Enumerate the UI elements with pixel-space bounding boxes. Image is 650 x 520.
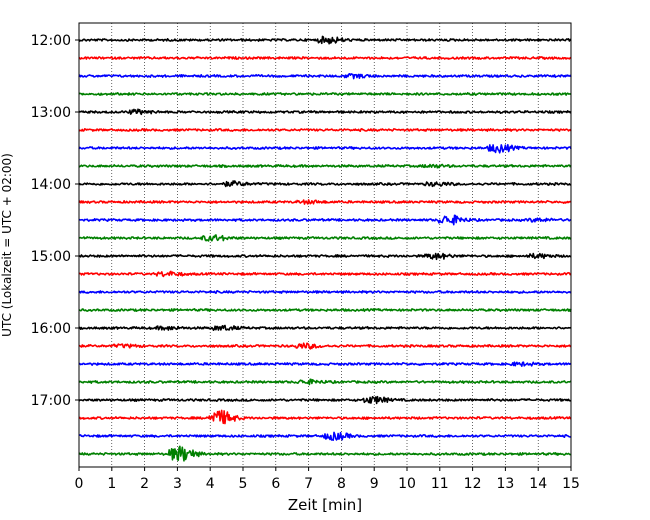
trace-1430 bbox=[78, 214, 572, 226]
x-tick-label: 8 bbox=[337, 476, 346, 492]
x-tick-label: 0 bbox=[75, 476, 84, 492]
trace-1300 bbox=[78, 108, 572, 116]
trace-1645 bbox=[78, 378, 572, 386]
trace-1500 bbox=[78, 252, 572, 261]
trace-1315 bbox=[78, 128, 572, 132]
x-axis: 0 1 2 3 4 5 6 7 8 9 10 11 12 13 14 15 bbox=[75, 467, 580, 492]
trace-1415 bbox=[78, 199, 572, 205]
trace-1200 bbox=[78, 35, 572, 45]
trace-1515 bbox=[78, 270, 572, 278]
x-tick-label: 9 bbox=[370, 476, 379, 492]
x-tick-label: 13 bbox=[496, 476, 514, 492]
trace-1245 bbox=[78, 91, 572, 96]
x-tick-label: 1 bbox=[107, 476, 116, 492]
trace-1730 bbox=[78, 431, 572, 441]
trace-1445 bbox=[78, 234, 572, 242]
trace-1600 bbox=[78, 324, 572, 331]
x-tick-label: 4 bbox=[206, 476, 215, 492]
x-tick-label: 2 bbox=[140, 476, 149, 492]
trace-1545 bbox=[78, 308, 572, 313]
trace-1345 bbox=[78, 163, 572, 169]
trace-1745 bbox=[78, 445, 572, 462]
y-tick-label: 13:00 bbox=[31, 105, 71, 121]
y-tick-label: 17:00 bbox=[31, 393, 71, 409]
trace-1215 bbox=[78, 55, 572, 61]
plot-frame bbox=[78, 22, 572, 468]
x-tick-label: 12 bbox=[464, 476, 482, 492]
trace-1615 bbox=[78, 342, 572, 350]
x-tick-label: 15 bbox=[562, 476, 580, 492]
x-tick-label: 11 bbox=[431, 476, 449, 492]
trace-1530 bbox=[78, 290, 572, 295]
y-tick-label: 16:00 bbox=[31, 321, 71, 337]
y-tick-label: 15:00 bbox=[31, 249, 71, 265]
trace-1400 bbox=[78, 180, 572, 188]
x-tick-label: 14 bbox=[529, 476, 547, 492]
x-tick-label: 10 bbox=[398, 476, 416, 492]
x-tick-label: 7 bbox=[304, 476, 313, 492]
trace-1630 bbox=[78, 361, 572, 367]
x-axis-label: Zeit [min] bbox=[288, 496, 362, 514]
x-tick-label: 5 bbox=[239, 476, 248, 492]
y-axis: 12:00 13:00 14:00 15:00 16:00 17:00 bbox=[31, 33, 79, 409]
y-tick-label: 14:00 bbox=[31, 177, 71, 193]
traces bbox=[78, 35, 572, 462]
x-tick-label: 6 bbox=[271, 476, 280, 492]
grid bbox=[111, 23, 539, 467]
x-tick-label: 3 bbox=[173, 476, 182, 492]
trace-1715 bbox=[78, 409, 572, 425]
y-tick-label: 12:00 bbox=[31, 33, 71, 49]
trace-1230 bbox=[78, 72, 572, 80]
y-axis-label: UTC (Lokalzeit = UTC + 02:00) bbox=[0, 153, 14, 337]
trace-1700 bbox=[78, 395, 572, 405]
trace-1330 bbox=[78, 143, 572, 154]
